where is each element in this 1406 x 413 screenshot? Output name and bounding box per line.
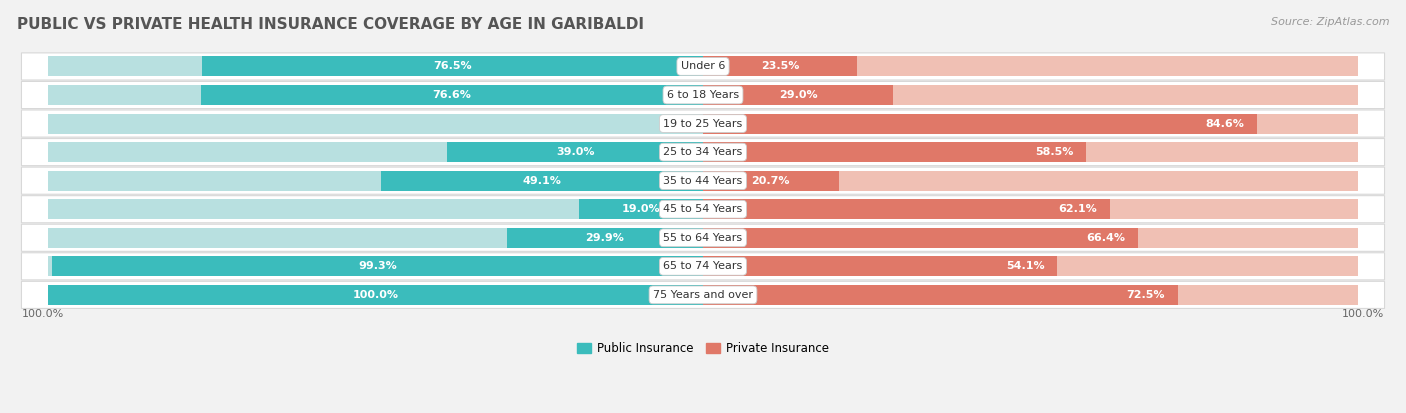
FancyBboxPatch shape xyxy=(21,138,1385,166)
Bar xyxy=(703,285,1358,305)
Bar xyxy=(703,256,1358,276)
Text: 6 to 18 Years: 6 to 18 Years xyxy=(666,90,740,100)
Text: 65 to 74 Years: 65 to 74 Years xyxy=(664,261,742,271)
Bar xyxy=(381,171,703,191)
Text: 39.0%: 39.0% xyxy=(555,147,595,157)
Bar xyxy=(703,142,1087,162)
Bar xyxy=(48,256,703,276)
Bar xyxy=(48,57,703,76)
Bar xyxy=(48,228,703,248)
Bar xyxy=(447,142,703,162)
Text: 25 to 34 Years: 25 to 34 Years xyxy=(664,147,742,157)
Text: 72.5%: 72.5% xyxy=(1126,290,1166,300)
Text: 29.9%: 29.9% xyxy=(586,233,624,243)
Bar xyxy=(703,57,1358,76)
Bar xyxy=(48,285,703,305)
Text: 100.0%: 100.0% xyxy=(353,290,398,300)
FancyBboxPatch shape xyxy=(21,196,1385,223)
FancyBboxPatch shape xyxy=(21,167,1385,194)
Bar xyxy=(52,256,703,276)
Text: 35 to 44 Years: 35 to 44 Years xyxy=(664,176,742,186)
Text: 99.3%: 99.3% xyxy=(359,261,396,271)
Text: 100.0%: 100.0% xyxy=(21,309,63,319)
Text: 49.1%: 49.1% xyxy=(523,176,561,186)
Text: 19 to 25 Years: 19 to 25 Years xyxy=(664,119,742,128)
Text: 84.6%: 84.6% xyxy=(1205,119,1244,128)
Text: 76.5%: 76.5% xyxy=(433,62,471,71)
FancyBboxPatch shape xyxy=(21,253,1385,280)
Text: 0.0%: 0.0% xyxy=(662,119,693,128)
Text: 66.4%: 66.4% xyxy=(1085,233,1125,243)
Bar xyxy=(703,285,1178,305)
FancyBboxPatch shape xyxy=(21,281,1385,309)
Bar xyxy=(703,199,1109,219)
Text: 55 to 64 Years: 55 to 64 Years xyxy=(664,233,742,243)
Bar xyxy=(703,57,858,76)
Bar xyxy=(48,114,703,133)
Text: 20.7%: 20.7% xyxy=(752,176,790,186)
Bar xyxy=(703,171,838,191)
Text: 100.0%: 100.0% xyxy=(1343,309,1385,319)
Bar xyxy=(703,256,1057,276)
Text: PUBLIC VS PRIVATE HEALTH INSURANCE COVERAGE BY AGE IN GARIBALDI: PUBLIC VS PRIVATE HEALTH INSURANCE COVER… xyxy=(17,17,644,31)
Bar xyxy=(201,85,703,105)
FancyBboxPatch shape xyxy=(21,53,1385,80)
Text: Source: ZipAtlas.com: Source: ZipAtlas.com xyxy=(1271,17,1389,26)
Text: 58.5%: 58.5% xyxy=(1035,147,1073,157)
Text: 76.6%: 76.6% xyxy=(433,90,471,100)
Text: 19.0%: 19.0% xyxy=(621,204,659,214)
Text: 45 to 54 Years: 45 to 54 Years xyxy=(664,204,742,214)
Bar xyxy=(703,114,1358,133)
Bar xyxy=(48,85,703,105)
Text: 75 Years and over: 75 Years and over xyxy=(652,290,754,300)
Bar xyxy=(703,228,1358,248)
Legend: Public Insurance, Private Insurance: Public Insurance, Private Insurance xyxy=(572,337,834,360)
Text: Under 6: Under 6 xyxy=(681,62,725,71)
Bar xyxy=(703,85,1358,105)
FancyBboxPatch shape xyxy=(21,81,1385,109)
Bar xyxy=(703,114,1257,133)
Text: 62.1%: 62.1% xyxy=(1059,204,1097,214)
Bar xyxy=(48,171,703,191)
Bar xyxy=(201,57,703,76)
Text: 29.0%: 29.0% xyxy=(779,90,817,100)
FancyBboxPatch shape xyxy=(21,110,1385,137)
Bar xyxy=(48,199,703,219)
Bar xyxy=(703,171,1358,191)
FancyBboxPatch shape xyxy=(21,224,1385,252)
Bar xyxy=(48,142,703,162)
Bar xyxy=(508,228,703,248)
Bar xyxy=(703,85,893,105)
Bar xyxy=(703,199,1358,219)
Bar xyxy=(703,228,1137,248)
Text: 23.5%: 23.5% xyxy=(761,62,799,71)
Text: 54.1%: 54.1% xyxy=(1005,261,1045,271)
Bar xyxy=(578,199,703,219)
Bar xyxy=(703,142,1358,162)
